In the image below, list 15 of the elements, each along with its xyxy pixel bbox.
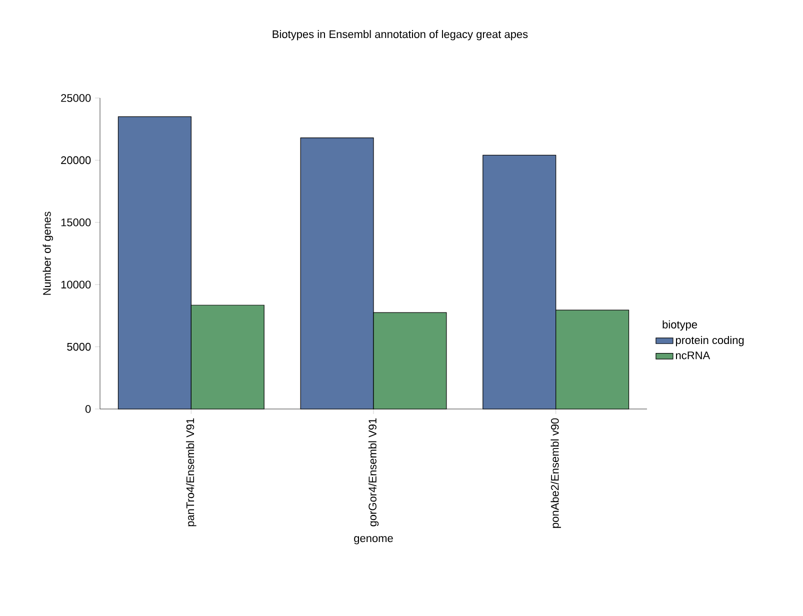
y-tick-label: 10000 [61,280,91,288]
y-tick-label: 5000 [67,342,91,351]
chart-title: Biotypes in Ensembl annotation of legacy great apes [272,30,528,40]
y-tick-label: 20000 [61,156,91,164]
y-axis-title: Number of genes [42,212,54,295]
legend-title: biotype [662,320,698,331]
x-tick-label: panTro4/Ensembl V91 [186,418,196,526]
legend-label: ncRNA [676,352,710,360]
y-tick-label: 15000 [61,218,91,226]
y-tick-label: 0 [85,405,91,413]
x-tick-label: ponAbe2/Ensembl v90 [550,418,561,528]
y-tick-label: 25000 [61,94,91,102]
x-tick-label: gorGor4/Ensembl V91 [368,418,379,526]
legend-label: protein coding [676,336,744,346]
x-axis-title: genome [354,536,393,544]
